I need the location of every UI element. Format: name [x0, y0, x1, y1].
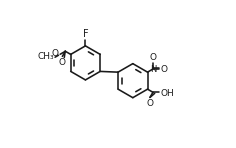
- Text: CH₃: CH₃: [38, 52, 54, 61]
- Text: O: O: [58, 58, 65, 67]
- Text: N: N: [150, 65, 156, 74]
- Text: O: O: [149, 53, 156, 62]
- Text: O: O: [52, 49, 59, 58]
- Text: O: O: [160, 65, 167, 74]
- Text: OH: OH: [160, 89, 174, 98]
- Text: F: F: [83, 29, 88, 39]
- Text: O: O: [146, 99, 153, 108]
